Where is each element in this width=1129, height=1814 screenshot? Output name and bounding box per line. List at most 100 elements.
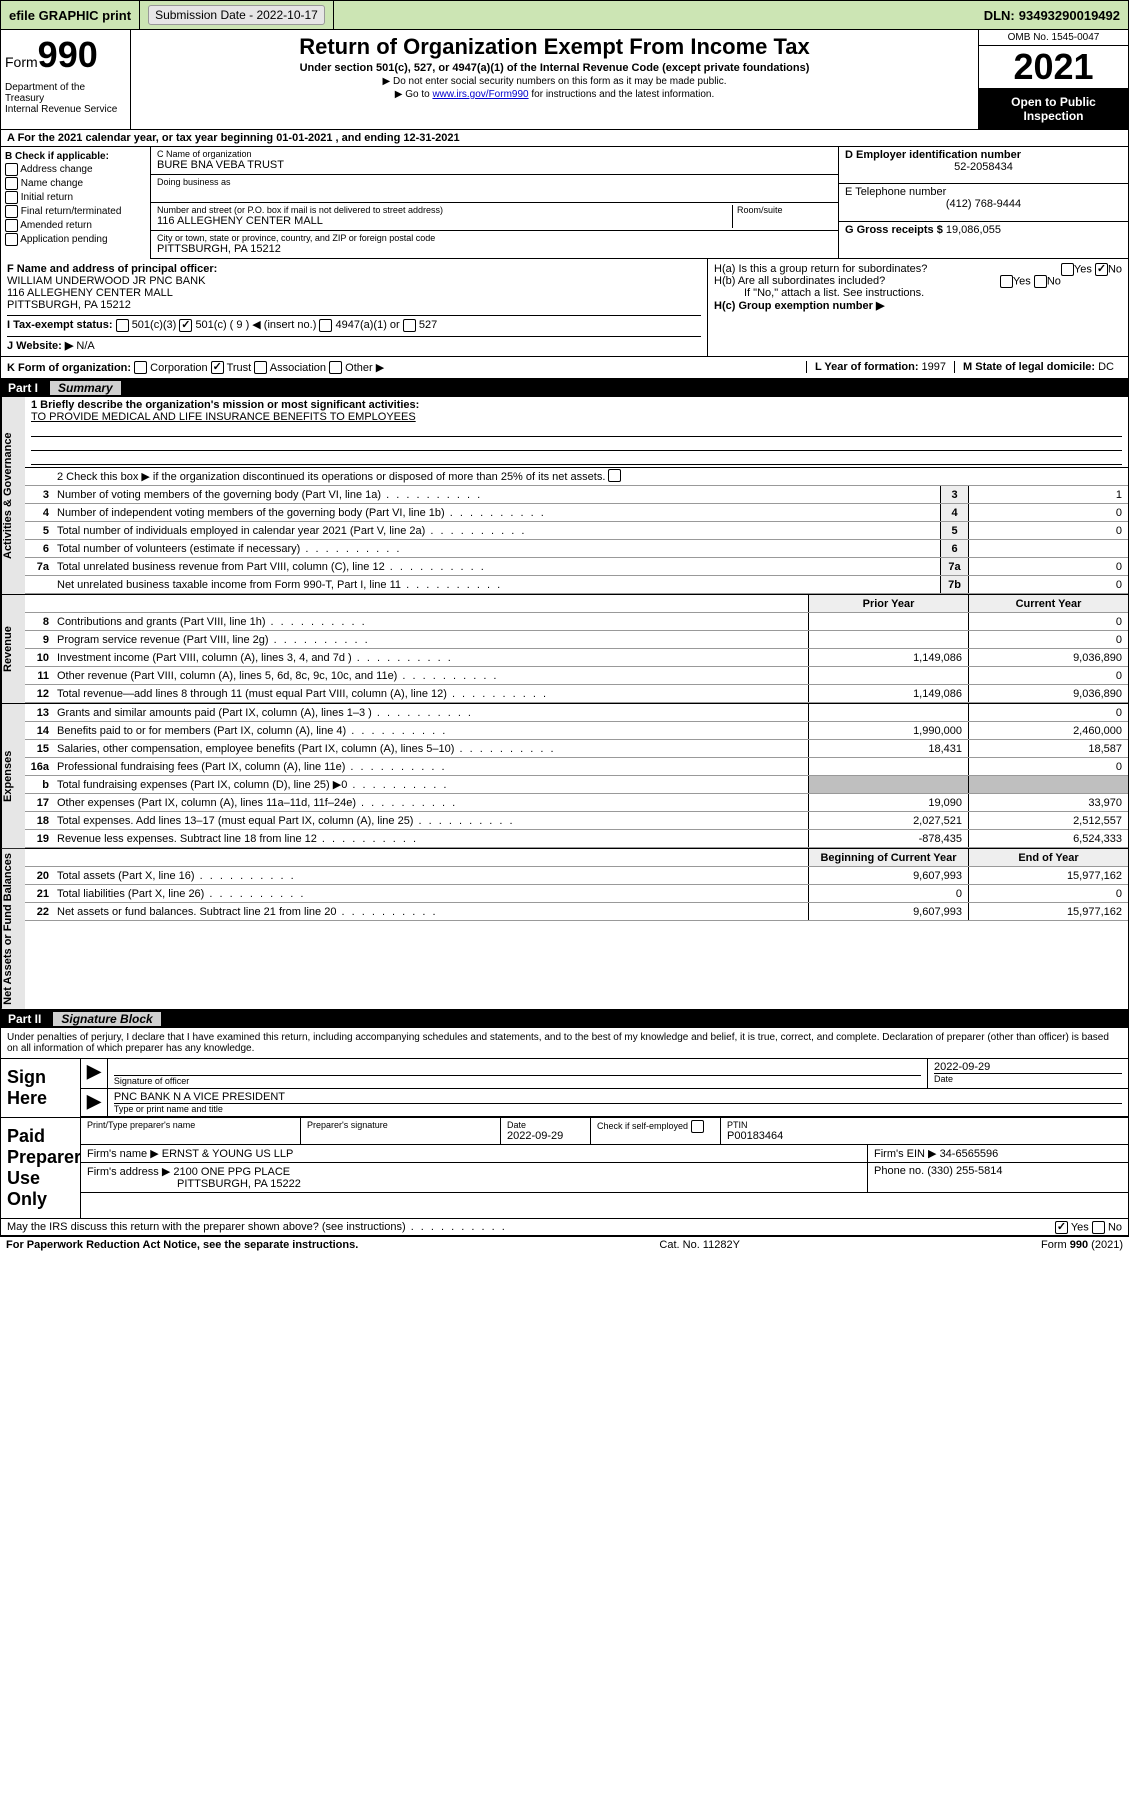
officer-label: F Name and address of principal officer: (7, 263, 701, 275)
prior-value: 9,607,993 (808, 867, 968, 884)
line-text: Net unrelated business taxable income fr… (53, 578, 940, 592)
submission-date: Submission Date - 2022-10-17 (140, 1, 334, 29)
line-text: Total liabilities (Part X, line 26) (53, 887, 808, 901)
q1-label: 1 Briefly describe the organization's mi… (31, 399, 419, 411)
line-text: Contributions and grants (Part VIII, lin… (53, 615, 808, 629)
prior-value: 1,149,086 (808, 685, 968, 702)
line-text: Benefits paid to or for members (Part IX… (53, 724, 808, 738)
tab-revenue: Revenue (1, 595, 25, 703)
prior-value: -878,435 (808, 830, 968, 847)
form-number: Form990 (5, 34, 126, 76)
check-527[interactable] (403, 319, 416, 332)
prior-value: 9,607,993 (808, 903, 968, 920)
current-value: 6,524,333 (968, 830, 1128, 847)
declaration: Under penalties of perjury, I declare th… (0, 1028, 1129, 1059)
check-amended-return[interactable] (5, 219, 18, 232)
prior-value (808, 613, 968, 630)
form-note-1: ▶ Do not enter social security numbers o… (139, 76, 970, 87)
summary-revenue: Revenue Prior Year Current Year 8Contrib… (0, 595, 1129, 704)
current-value: 15,977,162 (968, 867, 1128, 884)
phone-value: (412) 768-9444 (845, 198, 1122, 210)
mission-text: TO PROVIDE MEDICAL AND LIFE INSURANCE BE… (31, 411, 416, 423)
sign-here-label: Sign Here (1, 1059, 81, 1117)
check-application-pending[interactable] (5, 233, 18, 246)
check-corp[interactable] (134, 361, 147, 374)
line-text: Total revenue—add lines 8 through 11 (mu… (53, 687, 808, 701)
submission-date-button[interactable]: Submission Date - 2022-10-17 (148, 5, 325, 25)
firm-city: PITTSBURGH, PA 15222 (87, 1178, 301, 1190)
line-box: 7b (940, 576, 968, 593)
website-value: N/A (76, 340, 94, 352)
tab-activities: Activities & Governance (1, 397, 25, 594)
line-value: 0 (968, 522, 1128, 539)
prior-value (808, 776, 968, 793)
col-current-year: Current Year (968, 595, 1128, 612)
street-address: 116 ALLEGHENY CENTER MALL (157, 215, 732, 227)
line-value (968, 540, 1128, 557)
line-value: 1 (968, 486, 1128, 503)
form-title: Return of Organization Exempt From Incom… (139, 34, 970, 60)
prior-value: 18,431 (808, 740, 968, 757)
inspection-badge: Open to Public Inspection (979, 89, 1128, 129)
h-c: H(c) Group exemption number ▶ (714, 299, 1122, 312)
check-other[interactable] (329, 361, 342, 374)
check-ha-yes[interactable] (1061, 263, 1074, 276)
check-address-change[interactable] (5, 163, 18, 176)
footer-mid: Cat. No. 11282Y (659, 1239, 740, 1251)
check-name-change[interactable] (5, 177, 18, 190)
check-initial-return[interactable] (5, 191, 18, 204)
line-box: 3 (940, 486, 968, 503)
check-ha-no[interactable] (1095, 263, 1108, 276)
check-501c3[interactable] (116, 319, 129, 332)
room-label: Room/suite (737, 205, 832, 215)
org-name: BURE BNA VEBA TRUST (157, 159, 832, 171)
tab-net-assets: Net Assets or Fund Balances (1, 849, 25, 1009)
line-box: 5 (940, 522, 968, 539)
check-501c[interactable] (179, 319, 192, 332)
h-b: H(b) Are all subordinates included? Yes … (714, 275, 1122, 287)
date-label: Date (934, 1073, 1122, 1084)
city-label: City or town, state or province, country… (157, 233, 832, 243)
prior-value (808, 758, 968, 775)
footer-right: Form 990 (2021) (1041, 1239, 1123, 1251)
summary-net-assets: Net Assets or Fund Balances Beginning of… (0, 849, 1129, 1010)
line-text: Number of independent voting members of … (53, 506, 940, 520)
dba-label: Doing business as (157, 177, 832, 187)
col-prior-year: Prior Year (808, 595, 968, 612)
col-d-e-g: D Employer identification number 52-2058… (838, 147, 1128, 259)
block-f-h-i-j: F Name and address of principal officer:… (0, 259, 1129, 357)
sig-officer-label: Signature of officer (114, 1075, 921, 1086)
line-text: Other revenue (Part VIII, column (A), li… (53, 669, 808, 683)
check-discuss-yes[interactable] (1055, 1221, 1068, 1234)
instructions-link[interactable]: www.irs.gov/Form990 (432, 89, 528, 100)
top-bar: efile GRAPHIC print Submission Date - 20… (0, 0, 1129, 30)
col-end: End of Year (968, 849, 1128, 866)
line-value: 0 (968, 576, 1128, 593)
check-final-return[interactable] (5, 205, 18, 218)
line-text: Number of voting members of the governin… (53, 488, 940, 502)
paid-preparer-label: Paid Preparer Use Only (1, 1118, 81, 1218)
omb-number: OMB No. 1545-0047 (979, 30, 1128, 46)
check-assoc[interactable] (254, 361, 267, 374)
ein-value: 52-2058434 (845, 161, 1122, 173)
check-4947[interactable] (319, 319, 332, 332)
line-text: Total fundraising expenses (Part IX, col… (53, 777, 808, 792)
check-q2[interactable] (608, 469, 621, 482)
firm-phone: (330) 255-5814 (927, 1165, 1002, 1177)
check-hb-yes[interactable] (1000, 275, 1013, 288)
check-hb-no[interactable] (1034, 275, 1047, 288)
line-text: Salaries, other compensation, employee b… (53, 742, 808, 756)
line-text: Grants and similar amounts paid (Part IX… (53, 706, 808, 720)
check-self-employed[interactable] (691, 1120, 704, 1133)
current-value: 0 (968, 667, 1128, 684)
prior-value: 1,149,086 (808, 649, 968, 666)
check-discuss-no[interactable] (1092, 1221, 1105, 1234)
footer: For Paperwork Reduction Act Notice, see … (0, 1236, 1129, 1253)
check-trust[interactable] (211, 361, 224, 374)
line-text: Revenue less expenses. Subtract line 18 … (53, 832, 808, 846)
line-text: Investment income (Part VIII, column (A)… (53, 651, 808, 665)
line-text: Total unrelated business revenue from Pa… (53, 560, 940, 574)
ptin-value: P00183464 (727, 1130, 783, 1142)
current-value: 2,512,557 (968, 812, 1128, 829)
current-value: 18,587 (968, 740, 1128, 757)
